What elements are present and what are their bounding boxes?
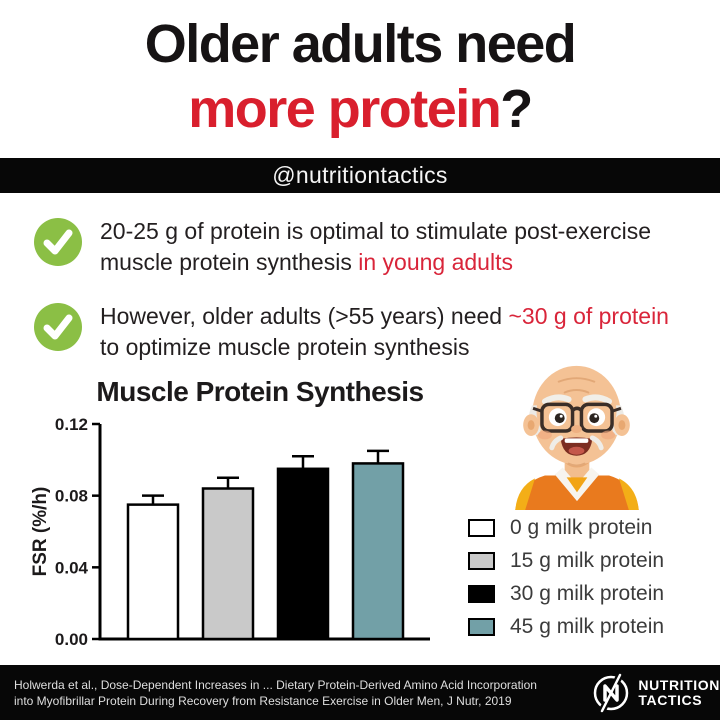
footer-bar: Holwerda et al., Dose-Dependent Increase… [0, 665, 720, 720]
citation: Holwerda et al., Dose-Dependent Increase… [14, 677, 582, 709]
svg-text:0.12: 0.12 [55, 415, 88, 434]
legend-item: 30 g milk protein [468, 577, 664, 610]
brand-name-line-2: TACTICS [638, 691, 703, 708]
bullet-1-line2-black: muscle protein synthesis [100, 249, 359, 275]
checkmark-icon [34, 218, 82, 266]
bullet-2-line1-black: However, older adults (>55 years) need [100, 303, 509, 329]
svg-text:0.00: 0.00 [55, 630, 88, 649]
title-line-2-red: more protein [188, 79, 502, 139]
legend-label: 0 g milk protein [510, 515, 653, 539]
title-question-mark: ? [500, 79, 533, 139]
chart-legend: 0 g milk protein 15 g milk protein 30 g … [468, 511, 664, 643]
legend-swatch [468, 584, 495, 603]
legend-swatch [468, 551, 495, 570]
svg-text:0.04: 0.04 [55, 558, 89, 577]
citation-line-1: Holwerda et al., Dose-Dependent Increase… [14, 677, 537, 692]
brand-logo-text: NUTRITION TACTICS [638, 676, 720, 708]
bullet-point-1: 20-25 g of protein is optimal to stimula… [34, 216, 700, 278]
bar-chart: 0.00 0.04 0.08 0.12 FSR (%/h) [30, 415, 430, 649]
legend-item: 45 g milk protein [468, 610, 664, 643]
citation-line-2: into Myofibrillar Protein During Recover… [14, 693, 512, 708]
bullet-1-highlight: in young adults [358, 249, 513, 275]
bullet-2-text: However, older adults (>55 years) need ~… [100, 301, 700, 363]
legend-label: 15 g milk protein [510, 548, 665, 572]
legend-swatch [468, 617, 495, 636]
legend-swatch [468, 518, 495, 537]
social-handle: @nutritiontactics [272, 162, 448, 188]
chart-title: Muscle Protein Synthesis [96, 376, 424, 407]
title-line-1: Older adults need [144, 14, 577, 74]
legend-label: 30 g milk protein [510, 581, 665, 605]
bullet-1-text: 20-25 g of protein is optimal to stimula… [100, 216, 700, 278]
brand-logo: NUTRITION TACTICS [590, 672, 720, 714]
checkmark-icon [34, 303, 82, 351]
bullet-point-2: However, older adults (>55 years) need ~… [34, 301, 700, 363]
nutrition-tactics-logo-icon [590, 672, 632, 714]
page-title: Older adults need more protein? [0, 12, 720, 142]
legend-item: 15 g milk protein [468, 544, 664, 577]
handle-banner: @nutritiontactics [0, 158, 720, 193]
bullet-1-line1: 20-25 g of protein is optimal to stimula… [100, 218, 651, 244]
legend-label: 45 g milk protein [510, 614, 665, 638]
bullet-2-line2: to optimize muscle protein synthesis [100, 334, 470, 360]
title-line-2: more protein? [0, 77, 720, 142]
svg-text:0.08: 0.08 [55, 487, 88, 506]
svg-text:FSR (%/h): FSR (%/h) [30, 487, 51, 577]
legend-item: 0 g milk protein [468, 511, 664, 544]
bullet-2-highlight: ~30 g of protein [508, 303, 669, 329]
brand-name-line-1: NUTRITION [638, 676, 720, 693]
older-man-illustration [492, 354, 662, 510]
